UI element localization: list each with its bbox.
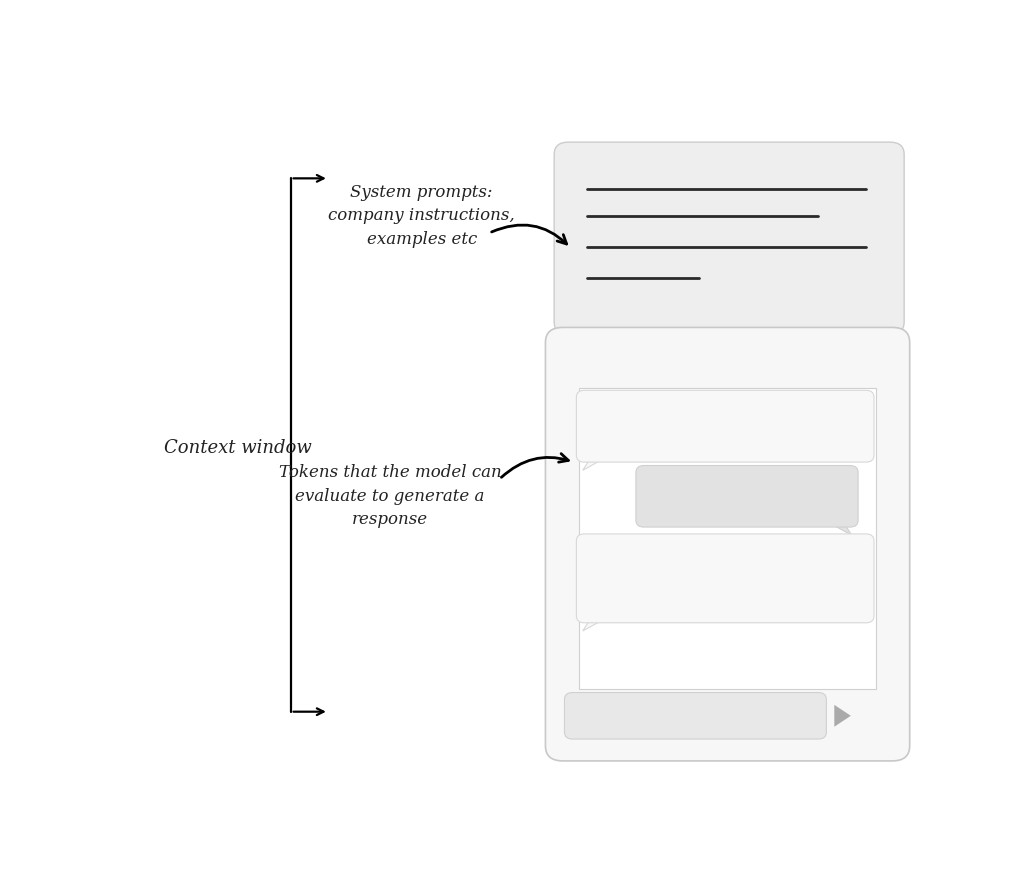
FancyBboxPatch shape	[577, 534, 873, 622]
Text: System prompts:
company instructions,
examples etc: System prompts: company instructions, ex…	[329, 184, 515, 248]
FancyBboxPatch shape	[577, 391, 873, 462]
FancyBboxPatch shape	[636, 465, 858, 527]
Polygon shape	[824, 520, 852, 535]
Polygon shape	[583, 616, 609, 631]
Polygon shape	[835, 705, 851, 726]
FancyBboxPatch shape	[554, 142, 904, 334]
Text: Tokens that the model can
evaluate to generate a
response: Tokens that the model can evaluate to ge…	[279, 464, 502, 528]
Text: Context window: Context window	[164, 440, 311, 457]
Polygon shape	[583, 456, 609, 471]
FancyBboxPatch shape	[579, 388, 876, 689]
FancyBboxPatch shape	[546, 328, 909, 761]
FancyBboxPatch shape	[564, 693, 826, 739]
